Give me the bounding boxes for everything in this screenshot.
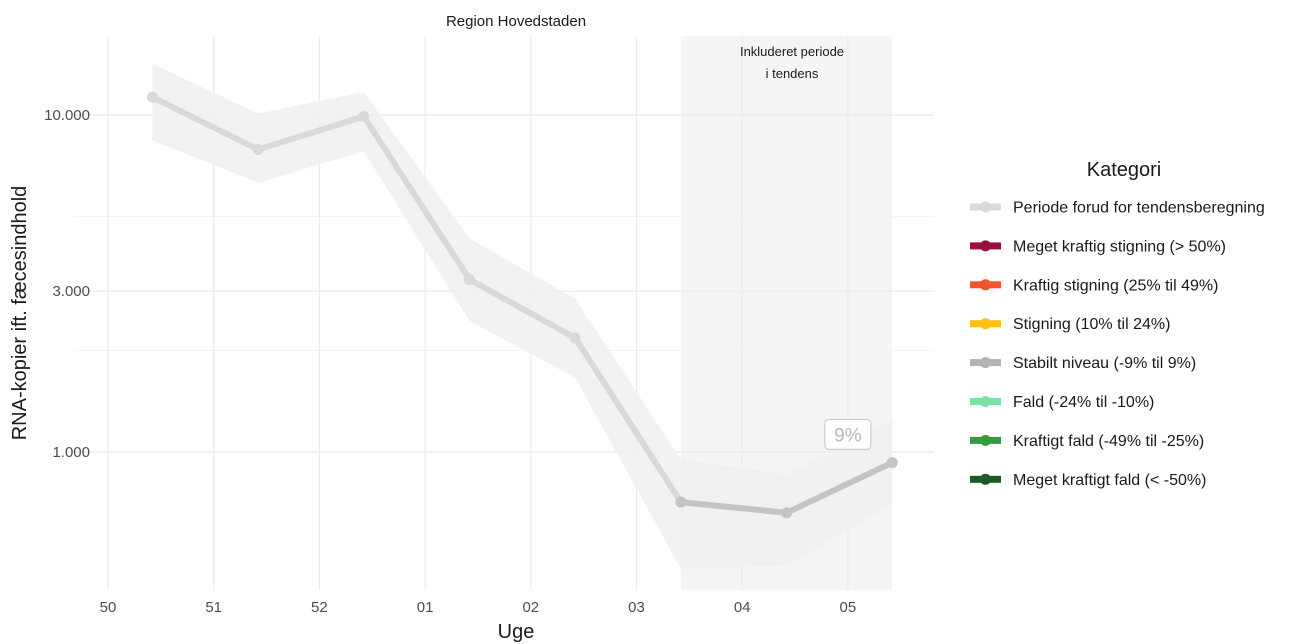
data-point — [252, 143, 264, 155]
series-line-pre-period — [149, 94, 684, 506]
x-tick-label: 50 — [100, 599, 117, 616]
chart-title: Region Hovedstaden — [446, 13, 586, 30]
x-tick-label: 51 — [205, 599, 222, 616]
x-tick-label: 05 — [840, 599, 857, 616]
legend-item-label: Stigning (10% til 24%) — [1013, 316, 1170, 333]
legend-item-label: Periode forud for tendensberegning — [1013, 200, 1265, 217]
legend-key-point — [980, 396, 991, 407]
y-axis-title: RNA-kopier ift. fæcesindhold — [9, 186, 31, 441]
legend-key-point — [980, 473, 991, 485]
legend-key-point — [980, 279, 991, 291]
legend-key-point — [980, 201, 991, 213]
annotation-box — [824, 418, 872, 451]
legend-title: Kategori — [1087, 159, 1162, 181]
data-point — [146, 91, 158, 103]
x-tick-label: 03 — [628, 599, 645, 616]
legend-key-point — [980, 357, 991, 369]
band-label-line2: i tendens — [766, 66, 819, 81]
data-point — [886, 457, 898, 469]
legend-item-label: Meget kraftigt fald (< -50%) — [1013, 472, 1206, 489]
legend-key-point — [980, 434, 991, 446]
data-point — [463, 273, 475, 285]
data-point — [781, 507, 793, 519]
x-tick-label: 52 — [311, 599, 328, 616]
y-axis-ticks: 1.000 3.000 10.000 — [44, 107, 90, 461]
confidence-ribbon-group — [152, 63, 893, 569]
legend-item-label: Fald (-24% til -10%) — [1013, 394, 1154, 411]
legend: Kategori Periode forud for tendensberegn… — [970, 159, 1265, 489]
legend-key-point — [980, 318, 991, 330]
x-axis-title: Uge — [498, 621, 535, 643]
series-points — [146, 91, 898, 519]
x-tick-label: 02 — [522, 599, 539, 616]
y-tick-label: 10.000 — [44, 107, 90, 124]
confidence-ribbon — [152, 63, 893, 569]
x-tick-label: 04 — [734, 599, 751, 616]
legend-key-point — [980, 240, 991, 252]
band-label-line1: Inkluderet periode — [740, 44, 844, 59]
data-point — [675, 496, 687, 508]
x-tick-label: 01 — [417, 599, 434, 616]
legend-item-label: Kraftigt fald (-49% til -25%) — [1013, 433, 1204, 450]
annotation-label: 9% — [834, 425, 862, 446]
y-tick-label: 1.000 — [52, 444, 90, 461]
legend-item-label: Kraftig stigning (25% til 49%) — [1013, 277, 1218, 294]
x-axis-ticks: 50 51 52 01 02 03 04 05 — [100, 599, 857, 616]
data-point — [569, 332, 581, 344]
y-tick-label: 3.000 — [52, 283, 90, 300]
annotation-group: 9% — [824, 418, 872, 451]
legend-item-label: Meget kraftig stigning (> 50%) — [1013, 238, 1226, 255]
data-point — [358, 110, 370, 122]
legend-item-label: Stabilt niveau (-9% til 9%) — [1013, 355, 1196, 372]
